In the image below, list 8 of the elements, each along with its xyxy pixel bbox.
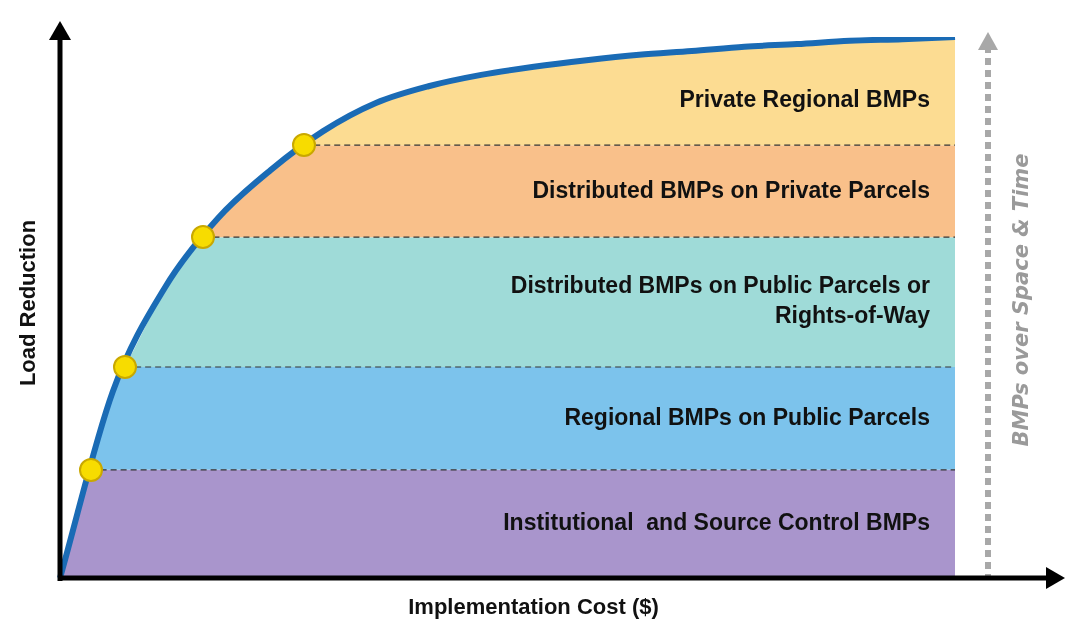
x-axis-title: Implementation Cost ($) — [407, 594, 660, 620]
band-label: Distributed BMPs on Public Parcels or Rights-of-Way — [510, 272, 931, 329]
y-axis-title: Load Reduction — [15, 218, 41, 389]
band-label: Private Regional BMPs — [679, 86, 930, 113]
band-label: Distributed BMPs on Private Parcels — [532, 176, 930, 203]
band-label: Regional BMPs on Public Parcels — [564, 403, 930, 430]
band-label: Institutional and Source Control BMPs — [503, 509, 930, 536]
text: BMPs over Space & Time — [1008, 153, 1032, 447]
